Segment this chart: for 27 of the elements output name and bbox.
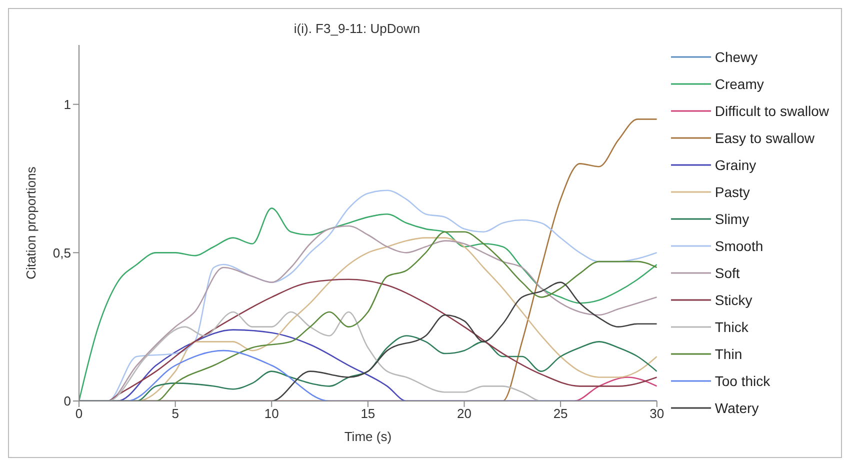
x-tick-label: 5	[172, 406, 179, 422]
x-tick-label: 20	[457, 406, 472, 422]
legend-label: Easy to swallow	[714, 130, 814, 146]
legend-label: Smooth	[714, 238, 764, 254]
legend-label: Creamy	[714, 76, 764, 92]
legend-label: Too thick	[714, 372, 770, 388]
legend-label: Chewy	[714, 48, 758, 64]
x-axis-title: Time (s)	[344, 429, 392, 444]
y-tick-label: 1	[64, 96, 71, 112]
chart-title: i(i). F3_9-11: UpDown	[292, 21, 422, 36]
y-axis-title: Citation proportions	[24, 166, 39, 280]
legend-label: Thick	[714, 318, 748, 334]
y-tick-label: 0,5	[52, 245, 71, 260]
x-tick-label: 15	[360, 406, 376, 422]
legend-label: Pasty	[714, 184, 750, 200]
x-tick-label: 10	[264, 406, 279, 422]
legend-label: Sticky	[714, 292, 752, 308]
legend-label: Difficult to swallow	[714, 102, 829, 118]
legend-label: Slimy	[714, 210, 750, 226]
x-tick-label: 30	[650, 406, 664, 422]
x-tick-label: 25	[553, 406, 568, 422]
legend-label: Watery	[714, 400, 759, 416]
y-tick-label: 0	[64, 394, 71, 409]
legend-label: Soft	[714, 264, 740, 280]
legend-label: Grainy	[714, 156, 756, 172]
legend-label: Thin	[714, 346, 742, 362]
x-tick-label: 0	[75, 406, 83, 422]
